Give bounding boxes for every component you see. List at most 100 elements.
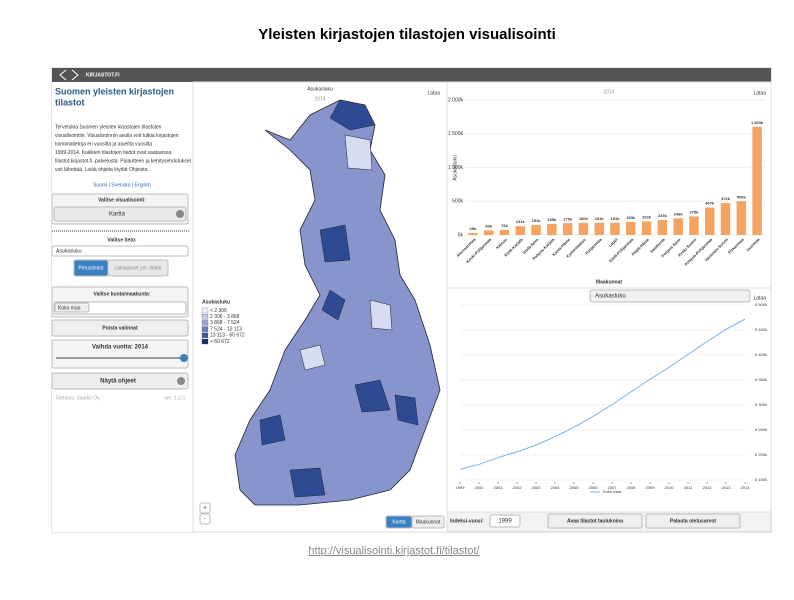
button[interactable] (645, 513, 741, 529)
tab-label: Perustiedot (78, 265, 104, 271)
bar[interactable] (626, 221, 636, 235)
intro-text: Tervetuloa Suomen yleisten kirjastojen t… (55, 124, 162, 130)
bar[interactable] (483, 230, 494, 235)
x-axis-label: Maakunnat (596, 279, 622, 285)
bar[interactable] (531, 224, 541, 235)
value-label: 472k (721, 196, 731, 201)
y-tick-label: 5 350k (755, 377, 767, 382)
index-value: 1999 (498, 519, 512, 525)
intro-text: voit lähettää. Lisää ohjeita löydät Ohje… (55, 167, 149, 173)
button-label: Poista valinnat (102, 325, 138, 331)
x-tick-label: 2010 (665, 485, 675, 490)
x-tick-label: 2000 (475, 485, 485, 490)
x-tick-label: 2008 (627, 485, 637, 490)
tab-label: Lainaukset ym. tiedot (114, 265, 162, 271)
map-region[interactable] (299, 134, 393, 371)
bar[interactable] (689, 216, 699, 235)
bar[interactable] (673, 218, 683, 235)
bar[interactable] (499, 229, 510, 235)
bar[interactable] (594, 222, 604, 235)
bar[interactable] (610, 222, 620, 235)
help-icon (177, 377, 185, 385)
line-panel (446, 287, 772, 513)
index-input[interactable] (489, 514, 521, 528)
bar[interactable] (468, 233, 478, 235)
dropdown[interactable] (51, 245, 189, 257)
logo: KIRJASTOT.FI (86, 72, 120, 78)
legend-label: Koko maa (603, 489, 622, 494)
map-tab[interactable] (411, 515, 445, 529)
value-label: 69k (485, 223, 492, 228)
map-year: 2014 (314, 96, 325, 102)
x-tick-label: 2005 (570, 485, 580, 490)
bar[interactable] (562, 223, 573, 235)
value-label: 275k (689, 210, 699, 215)
value-label: 1 603k (751, 120, 764, 125)
header-bar (52, 68, 771, 82)
y-tick-label: 5 150k (755, 477, 767, 482)
x-tick-label: 1999 (456, 485, 466, 490)
value-label: 181k (595, 216, 605, 221)
legend-swatch (201, 320, 209, 326)
y-tick-label: 5 450k (755, 327, 767, 332)
zoom-button[interactable] (199, 513, 211, 525)
tag[interactable] (54, 302, 90, 313)
label: Valitse kunta/maakunta: (94, 291, 151, 297)
slider-handle[interactable] (180, 354, 188, 362)
sidebar-heading: Suomen yleisten kirjastojen (55, 86, 174, 96)
legend-label: 7 524 - 13 113 (210, 326, 242, 332)
y-tick-label: 5 250k (755, 427, 767, 432)
map-title: Asukasluku (307, 86, 333, 92)
bar[interactable] (657, 219, 668, 235)
bar[interactable] (641, 221, 652, 235)
x-tick-label: 2014 (741, 485, 751, 490)
bar[interactable] (752, 126, 762, 235)
x-tick-label: 2007 (608, 485, 618, 490)
button[interactable] (51, 319, 189, 337)
x-tick-label: 2013 (722, 485, 732, 490)
x-tick-label: 2002 (513, 485, 523, 490)
bar[interactable] (578, 222, 589, 235)
button[interactable] (547, 513, 643, 529)
download: Lataa (427, 90, 440, 96)
y-tick-label: 5 400k (755, 352, 767, 357)
url-link[interactable]: http://visualisointi.kirjastot.fi/tilast… (308, 545, 480, 557)
button-label: Palauta oletusarvot (670, 518, 716, 524)
y-tick-label: 1 500k (448, 131, 464, 137)
map-region[interactable] (259, 99, 419, 498)
button-label: Avaa tilastot taulukoina (567, 518, 623, 524)
legend-label: > 60 672 (210, 339, 230, 345)
intro-text: visualisointiin. Visualisoinnin avulla v… (55, 133, 179, 139)
legend-label: < 2 306 (210, 308, 227, 314)
download: Lataa (753, 295, 766, 301)
x-tick-label: 2006 (589, 485, 599, 490)
bar[interactable] (547, 223, 557, 235)
legend-swatch (201, 332, 209, 338)
map-tab-label: Kartta (392, 519, 406, 525)
intro-text: toimintatietoja eri vuosilta ja alueilta… (55, 141, 152, 147)
credit: Toteutus: Vaadin Oy (55, 395, 100, 401)
value-label: 248k (674, 211, 684, 216)
intro-text: tilastot.kirjastot.fi -palvelusta. Palau… (55, 158, 192, 164)
download: Lataa (753, 90, 766, 96)
button[interactable] (51, 372, 189, 390)
bar[interactable] (515, 226, 525, 235)
bar[interactable] (736, 201, 747, 235)
tab[interactable] (107, 259, 169, 277)
dropdown[interactable] (53, 206, 187, 222)
bar[interactable] (720, 203, 731, 235)
bar[interactable] (705, 207, 715, 235)
value-label: 131k (516, 219, 526, 224)
line-series (459, 318, 746, 470)
version: ver. 1.2.0 (164, 395, 185, 401)
value-label: 180k (579, 216, 589, 221)
y-tick-label: 0k (458, 232, 464, 238)
value-label: 76k (501, 223, 508, 228)
y-tick-label: 5 300k (755, 402, 767, 407)
label: Valitse visualisointi: (98, 197, 146, 203)
bar-panel (446, 81, 772, 289)
zoom-button[interactable] (199, 502, 211, 514)
button-label: Näytä ohjeet (100, 379, 136, 385)
slider-box (51, 339, 189, 369)
